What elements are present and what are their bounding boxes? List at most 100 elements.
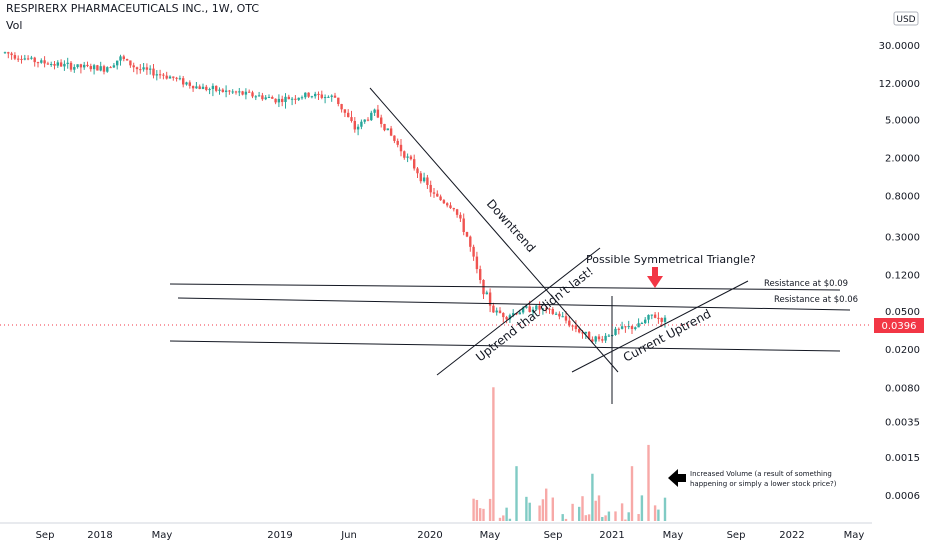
candle-body: [488, 292, 492, 306]
currency-box: [893, 11, 919, 26]
volume-bar: [564, 518, 568, 521]
volume-bar: [597, 495, 601, 521]
y-tick-label: 0.0500: [885, 307, 920, 318]
candle-body: [50, 64, 53, 66]
candle-body: [149, 68, 152, 70]
candle-body: [290, 98, 294, 100]
candle-body: [535, 305, 538, 310]
candle-body: [7, 52, 10, 54]
current-price-tag: [874, 318, 924, 333]
candle-body: [109, 67, 112, 69]
candle-body: [624, 326, 627, 328]
currency-label: USD: [896, 15, 915, 25]
candle-body: [310, 96, 314, 98]
volume-layer: [472, 387, 667, 521]
candle-body: [231, 91, 234, 93]
candle-body: [53, 64, 56, 66]
candle-body: [663, 317, 667, 322]
volume-note-line2: happening or simply a lower stock price?…: [690, 480, 837, 488]
candle-body: [380, 117, 383, 124]
candle-body: [383, 123, 386, 131]
candle-body: [403, 151, 406, 158]
resistance-006-line: [177, 297, 851, 311]
candle-body: [221, 89, 224, 92]
candle-body: [528, 306, 531, 313]
x-tick-label: May: [663, 530, 684, 541]
candle-body: [591, 339, 594, 342]
candle-body: [525, 306, 528, 308]
candle-body: [459, 214, 462, 219]
candle-body: [106, 67, 109, 72]
candle-body: [205, 86, 208, 90]
candle-body: [201, 86, 205, 90]
candle-body: [620, 326, 624, 329]
candle-body: [578, 329, 581, 333]
candle-body: [551, 309, 554, 314]
resistance-006-label: Resistance at $0.06: [774, 295, 858, 305]
candle-body: [389, 128, 393, 136]
candle-body: [79, 64, 83, 68]
candle-body: [116, 60, 119, 66]
candle-body: [102, 66, 106, 72]
triangle-label: Possible Symmetrical Triangle?: [586, 253, 756, 266]
candle-body: [462, 218, 465, 232]
resistance-009-line: [169, 283, 841, 291]
candle-body: [422, 177, 426, 182]
candle-body: [634, 327, 637, 330]
candle-body: [294, 98, 297, 100]
volume-bar: [587, 514, 591, 521]
candle-body: [158, 74, 162, 76]
candle-body: [162, 74, 165, 76]
candle-body: [208, 89, 211, 91]
volume-bar: [627, 512, 630, 521]
candle-body: [281, 98, 284, 102]
candle-body: [317, 93, 320, 95]
candle-body: [587, 331, 591, 340]
volume-bar: [571, 503, 574, 521]
x-tick-label: 2020: [417, 530, 442, 541]
black-left-arrow-icon: [668, 469, 686, 487]
red-arrow-head-icon: [647, 276, 663, 288]
y-tick-label: 12.0000: [879, 79, 920, 90]
current-price-value: 0.0396: [882, 321, 917, 332]
downtrend-line: [369, 87, 619, 373]
red-arrow-shaft: [652, 267, 658, 276]
candle-body: [69, 62, 73, 70]
candle-body: [508, 315, 512, 320]
candle-body: [647, 314, 650, 320]
candle-body: [469, 236, 472, 247]
candle-body: [607, 335, 611, 337]
volume-bar: [584, 515, 587, 521]
candle-body: [36, 62, 40, 64]
candle-body: [257, 95, 261, 97]
candle-body: [297, 97, 300, 100]
volume-note-line1: Increased Volume (a result of something: [690, 470, 832, 478]
trendlines-layer: [169, 87, 851, 404]
candle-body: [376, 109, 380, 118]
y-tick-label: 5.0000: [885, 116, 920, 127]
candle-body: [135, 67, 139, 70]
x-tick-label: Jun: [340, 530, 357, 541]
volume-bar: [663, 497, 667, 521]
candle-body: [614, 328, 617, 335]
candle-body: [264, 97, 267, 100]
candle-body: [327, 96, 330, 98]
candle-body: [46, 63, 50, 65]
candle-body: [304, 92, 307, 98]
candle-body: [33, 57, 36, 63]
candle-body: [26, 58, 30, 60]
candle-body: [320, 94, 323, 98]
candle-body: [139, 69, 142, 71]
candle-body: [571, 325, 574, 327]
y-tick-label: 0.0035: [885, 418, 920, 429]
candle-body: [215, 85, 218, 91]
price-axis-bg: [872, 0, 932, 550]
candle-body: [426, 177, 429, 185]
candle-body: [452, 208, 455, 210]
candle-body: [261, 95, 264, 100]
x-tick-label: 2018: [87, 530, 112, 541]
candle-body: [188, 82, 191, 86]
candle-body: [129, 60, 132, 66]
candle-body: [343, 109, 347, 113]
